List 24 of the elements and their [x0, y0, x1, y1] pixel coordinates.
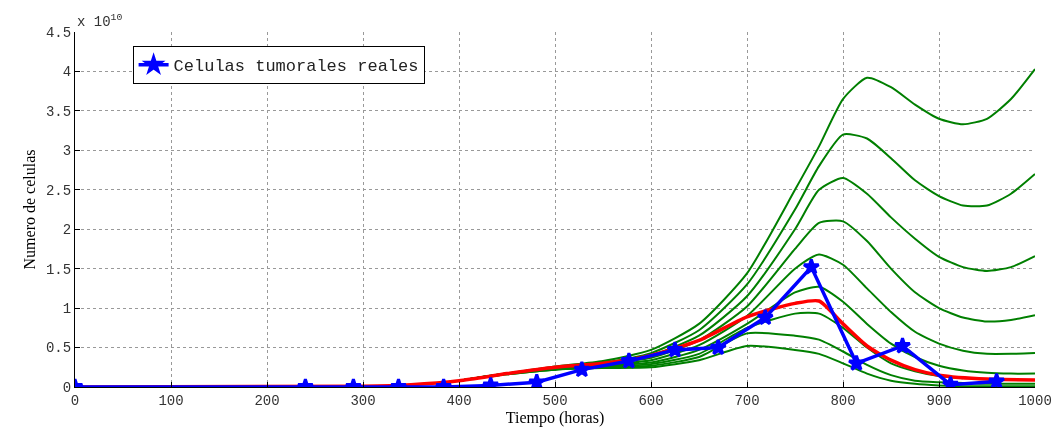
y-tick-label: 1 — [62, 301, 72, 318]
x-tick-label: 900 — [926, 392, 952, 409]
x-tick-label: 700 — [734, 392, 760, 409]
x-tick-label: 500 — [542, 392, 568, 409]
y-tick-label: 4 — [62, 64, 72, 81]
x-tick-label: 1000 — [1018, 392, 1052, 409]
legend-label: Celulas tumorales reales — [173, 57, 419, 77]
x-tick-label: 600 — [638, 392, 664, 409]
y-tick-label: 2 — [62, 222, 72, 239]
text: x 10$^{10}$ — [77, 12, 123, 30]
y-tick-label: 3 — [62, 143, 72, 160]
y-tick-label: 3.5 — [45, 103, 72, 120]
y-tick-label: 1.5 — [45, 261, 72, 278]
y-tick-label: 2.5 — [45, 182, 72, 199]
y-tick-label: 0.5 — [45, 340, 72, 357]
y-tick-label: 4.5 — [45, 24, 72, 41]
x-tick-label: 300 — [350, 392, 376, 409]
x-tick-label: 400 — [446, 392, 472, 409]
x-tick-label: 800 — [830, 392, 856, 409]
x-tick-label: 100 — [158, 392, 184, 409]
y-tick-label: 0 — [62, 379, 72, 396]
y-axis-title: Numero de celulas — [20, 149, 38, 270]
x-axis-title: Tiempo (horas) — [505, 409, 605, 428]
x-tick-label: 200 — [254, 392, 280, 409]
